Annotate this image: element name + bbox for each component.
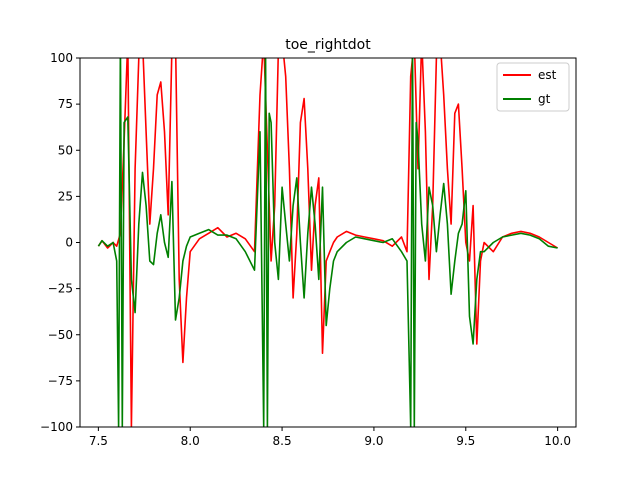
y-tick-label: 75 bbox=[58, 97, 73, 111]
legend-label-gt: gt bbox=[538, 92, 551, 106]
legend: est gt bbox=[496, 62, 570, 112]
chart-title: toe_rightdot bbox=[285, 37, 371, 53]
series-line-est bbox=[97, 58, 559, 427]
y-tick-label: −100 bbox=[40, 420, 73, 434]
x-tick-label: 8.5 bbox=[273, 434, 292, 448]
x-tick-label: 10.0 bbox=[544, 434, 571, 448]
x-tick-label: 7.5 bbox=[89, 434, 108, 448]
legend-label-est: est bbox=[538, 68, 557, 82]
x-tick-label: 8.0 bbox=[181, 434, 200, 448]
legend-frame bbox=[496, 62, 570, 112]
y-tick-label: −25 bbox=[48, 282, 73, 296]
y-tick-label: −75 bbox=[48, 374, 73, 388]
y-tick-label: 0 bbox=[65, 236, 73, 250]
y-axis: 100 75 50 25 0 −25 −50 −75 −100 bbox=[40, 51, 80, 434]
plot-series bbox=[97, 58, 559, 427]
x-tick-label: 9.5 bbox=[456, 434, 475, 448]
y-tick-label: 50 bbox=[58, 143, 73, 157]
series-line-gt bbox=[97, 58, 558, 427]
y-tick-label: 25 bbox=[58, 189, 73, 203]
x-tick-label: 9.0 bbox=[364, 434, 383, 448]
y-tick-label: 100 bbox=[50, 51, 73, 65]
y-tick-label: −50 bbox=[48, 328, 73, 342]
x-axis: 7.5 8.0 8.5 9.0 9.5 10.0 bbox=[89, 427, 571, 448]
